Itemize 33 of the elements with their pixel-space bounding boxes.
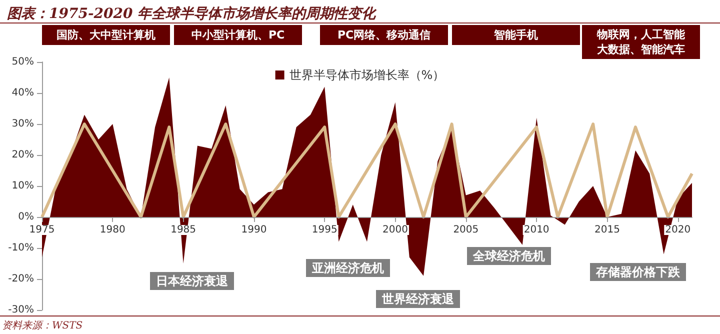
x-tick-label: 2005 [453, 224, 479, 236]
y-tick-label: 50% [12, 56, 34, 68]
x-tick-label: 1995 [312, 224, 338, 236]
text: 资料来源：WSTS [2, 320, 83, 332]
x-tick-label: 2015 [594, 224, 620, 236]
x-tick-label: 1975 [29, 224, 55, 236]
legend-label: 世界半导体市场增长率（%） [289, 68, 445, 82]
x-tick-label: 1985 [170, 224, 196, 236]
y-tick-label: 20% [12, 150, 34, 160]
x-tick-label: 2020 [665, 224, 691, 236]
text: 物联网，人工智能大数据、智能汽车 [596, 28, 686, 56]
line-series [40, 122, 694, 218]
x-tick-label: 2000 [382, 224, 408, 236]
y-tick-label: 10% [12, 180, 34, 192]
annotation: 世界经济衰退 [381, 292, 455, 306]
y-tick-label: -10% [8, 242, 34, 254]
x-tick-label: 1990 [241, 224, 267, 236]
annotation: 存储器价格下跌 [595, 265, 681, 279]
y-tick-label: 0% [18, 212, 34, 222]
chart-title: 图表：1975-2020 年全球半导体市场增长率的周期性变化 [7, 5, 378, 22]
y-tick-label: 40% [12, 88, 34, 98]
annotation: 亚洲经济危机 [311, 261, 384, 275]
x-tick-label: 1980 [100, 224, 126, 236]
annotation: 日本经济衰退 [156, 274, 229, 288]
y-tick-label: 30% [12, 118, 34, 130]
y-tick-label: -20% [8, 274, 34, 284]
text: 智能手机 [493, 28, 538, 42]
text: 中小型计算机、PC [191, 28, 285, 42]
text: 国防、大中型计算机 [56, 28, 156, 42]
text: PC网络、移动通信 [337, 28, 431, 42]
x-tick-label: 2010 [524, 224, 550, 236]
y-tick-label: -30% [8, 304, 34, 316]
annotation: 全球经济危机 [472, 249, 545, 263]
